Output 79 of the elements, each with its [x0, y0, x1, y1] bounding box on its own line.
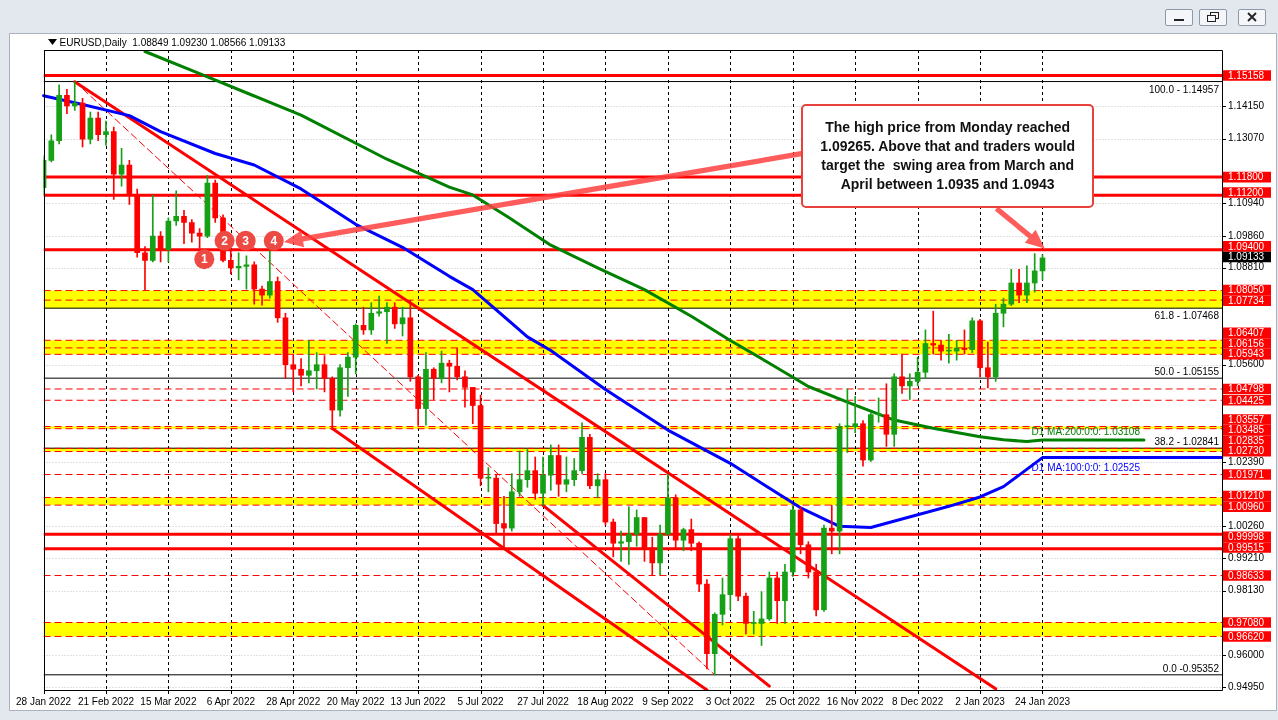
- x-tick-label: 25 Oct 2022: [765, 695, 821, 707]
- x-tick-label: 8 Dec 2022: [892, 695, 944, 707]
- ref-line-label: 0.99515: [1228, 541, 1265, 553]
- x-tick-label: 20 May 2022: [326, 695, 386, 707]
- ref-line-label: 0.99998: [1228, 531, 1265, 543]
- x-tick-label: 6 Apr 2022: [206, 695, 256, 707]
- y-tick-label: 0.96000: [1228, 648, 1265, 660]
- ref-line-label: 1.01210: [1228, 490, 1265, 502]
- x-tick-label: 2 Jan 2023: [955, 695, 1006, 707]
- candlestick: [298, 358, 304, 387]
- annotation: 1: [200, 252, 208, 267]
- ref-line-label: 1.03557: [1228, 413, 1265, 425]
- x-tick-label: 15 Mar 2022: [140, 695, 197, 707]
- ref-line-label: 1.09400: [1228, 240, 1265, 252]
- x-tick-label: 28 Apr 2022: [266, 695, 321, 707]
- ref-line-label: 1.11200: [1228, 186, 1264, 198]
- annotation: The high price from Monday reached 1.09265. Above that and traders would target the swing area from March and April between 1.0935 and 1.0943: [801, 104, 1094, 209]
- candlestick: [181, 210, 187, 244]
- y-tick-label: 1.10940: [1228, 196, 1265, 208]
- ref-line-label: 1.04425: [1228, 394, 1265, 406]
- y-tick-label: 1.14150: [1228, 99, 1265, 111]
- ref-line-label: 1.04798: [1228, 383, 1265, 395]
- ref-line-label: 0.97080: [1228, 616, 1265, 628]
- ref-line-label: 1.02730: [1228, 445, 1265, 457]
- x-tick-label: 5 Jul 2022: [457, 695, 505, 707]
- candlestick: [852, 396, 859, 434]
- y-tick-label: 1.09860: [1228, 229, 1265, 241]
- y-tick-label: 0.98130: [1228, 584, 1265, 596]
- annotation: 100.0 - 1.14957: [1148, 83, 1220, 95]
- annotation: 38.2 - 1.02841: [1154, 436, 1220, 448]
- ref-line-label: 1.03485: [1228, 424, 1265, 436]
- y-tick-label: 1.08810: [1228, 261, 1265, 273]
- ref-line-label: 1.02835: [1228, 434, 1265, 446]
- x-tick-label: 9 Sep 2022: [642, 695, 694, 707]
- annotation: 2: [221, 233, 229, 248]
- candlestick: [103, 120, 109, 146]
- text: 1.09133: [1228, 251, 1265, 263]
- y-tick-label: 1.02390: [1228, 455, 1265, 467]
- ref-line-label: 1.07734: [1228, 294, 1265, 306]
- y-tick-label: 1.05600: [1228, 358, 1265, 370]
- ref-line-label: 1.01971: [1228, 468, 1265, 480]
- x-tick-label: 3 Oct 2022: [705, 695, 756, 707]
- x-tick-label: 18 Aug 2022: [577, 695, 634, 707]
- x-tick-label: 27 Jul 2022: [517, 695, 570, 707]
- x-tick-label: 16 Nov 2022: [826, 695, 884, 707]
- annotation: 61.8 - 1.07468: [1154, 310, 1220, 322]
- ref-line-label: 1.06156: [1228, 337, 1265, 349]
- series-label: D1 MA:200:0:0: 1.03108: [1031, 426, 1141, 438]
- annotation: 50.0 - 1.05155: [1154, 366, 1220, 378]
- x-tick-label: 13 Jun 2022: [390, 695, 447, 707]
- annotation: 0.0 -0.95352: [1162, 662, 1220, 674]
- candlestick: [906, 373, 913, 400]
- candlestick: [313, 352, 320, 390]
- candlestick: [345, 352, 351, 397]
- ref-line-label: 1.05943: [1228, 348, 1265, 360]
- ref-line-label: 0.96620: [1228, 630, 1265, 642]
- candlestick: [750, 610, 757, 635]
- ref-line-label: 1.06407: [1228, 327, 1265, 339]
- candlestick: [384, 302, 390, 344]
- candlestick: [376, 295, 382, 317]
- x-tick-label: 24 Jan 2023: [1014, 695, 1071, 707]
- x-tick-label: 28 Jan 2022: [15, 695, 72, 707]
- x-tick-label: 21 Feb 2022: [77, 695, 135, 707]
- candlestick: [173, 190, 180, 226]
- ref-line-label: 1.00960: [1228, 500, 1265, 512]
- y-tick-label: 0.94950: [1228, 680, 1265, 692]
- ref-line-label: 1.08050: [1228, 284, 1265, 296]
- ref-line-label: 1.15158: [1228, 69, 1265, 81]
- ref-line-label: 0.98633: [1228, 569, 1265, 581]
- y-tick-label: 1.13070: [1228, 132, 1265, 144]
- y-tick-label: 1.00260: [1228, 520, 1265, 532]
- candlestick: [306, 340, 312, 384]
- y-tick-label: 0.99210: [1228, 551, 1265, 563]
- candlestick: [618, 530, 624, 562]
- annotation: 4: [270, 233, 278, 248]
- ref-line-label: 1.11800: [1228, 171, 1264, 183]
- chart-title: EURUSD,Daily 1.08849 1.09230 1.08566 1.09133: [59, 37, 286, 48]
- candlestick: [626, 506, 632, 565]
- annotation: 3: [242, 233, 250, 248]
